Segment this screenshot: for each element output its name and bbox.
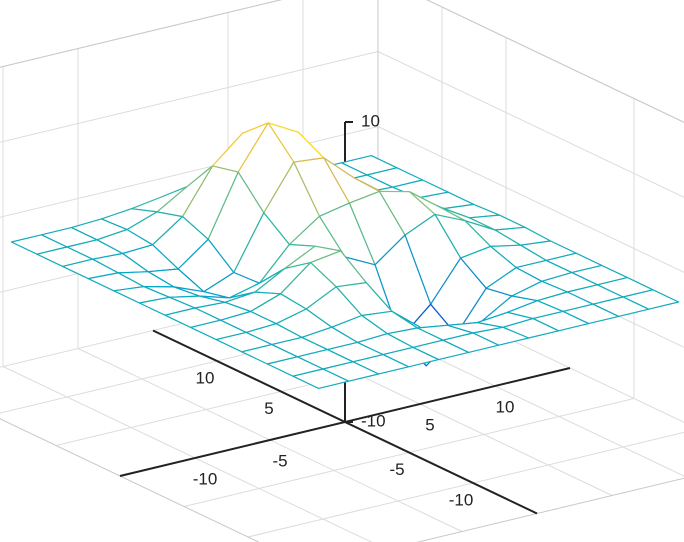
grid-line (377, 51, 684, 198)
x-tick-label: 5 (425, 415, 434, 434)
grid-line (0, 51, 379, 143)
grid-line (0, 0, 283, 68)
z-tick-label: 10 (361, 111, 380, 130)
grid-line (377, 126, 684, 273)
box-edge (0, 0, 283, 68)
y-tick-label: 5 (264, 399, 273, 418)
x-tick-label: -10 (193, 469, 218, 488)
mesh-cell (292, 368, 350, 389)
box-edge (416, 477, 684, 542)
grid-line (426, 0, 684, 123)
x-tick-label: 10 (496, 397, 515, 416)
box-edge (426, 0, 684, 123)
y-tick-label: -5 (389, 460, 404, 479)
y-tick-label: 10 (196, 368, 215, 387)
z-tick-label: -10 (361, 411, 386, 430)
x-tick-label: -5 (272, 451, 287, 470)
grid-line (2, 366, 373, 542)
y-tick-label: -10 (449, 490, 474, 509)
